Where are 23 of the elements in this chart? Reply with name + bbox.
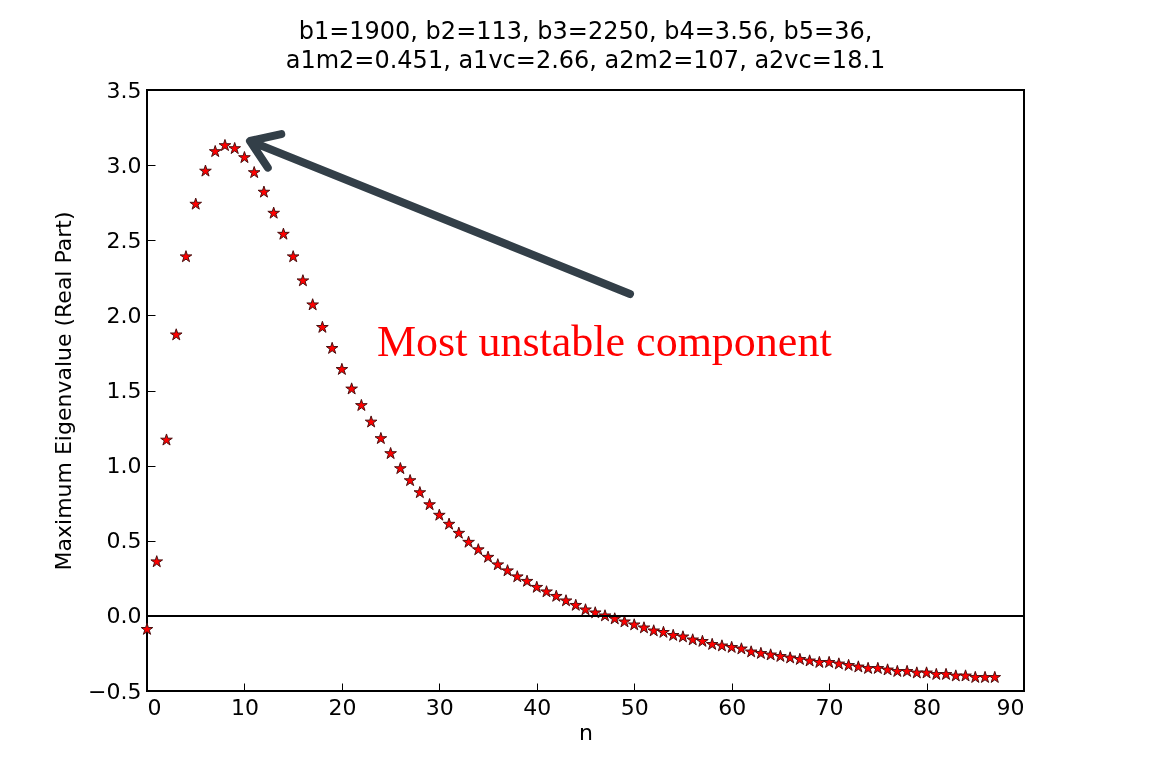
chart-title: b1=1900, b2=113, b3=2250, b4=3.56, b5=36, a1m2=0.451, a1vc=2.66, a2m2=107, a2vc=18.1 <box>285 17 886 74</box>
y-tick-label: 2.0 <box>106 302 142 328</box>
y-tick-label: 2.5 <box>106 227 142 253</box>
x-axis-title: n <box>579 719 593 745</box>
y-axis-title: Maximum Eigenvalue (Real Part) <box>51 211 77 571</box>
x-tick-label: 20 <box>328 694 357 720</box>
x-tick-label: 10 <box>230 694 259 720</box>
x-tick-label: 80 <box>913 694 942 720</box>
y-tick-label: 0.0 <box>106 603 142 629</box>
x-tick-label: 0 <box>147 694 162 720</box>
y-tick-label: 1.0 <box>106 453 142 479</box>
y-tick-label: 1.5 <box>106 378 142 403</box>
annotation: Most unstable component <box>377 317 832 366</box>
y-tick-label: −0.5 <box>88 678 142 704</box>
x-tick-label: 50 <box>620 694 649 720</box>
y-tick-label: 3.0 <box>106 152 142 178</box>
x-tick-label: 30 <box>425 694 454 720</box>
y-tick-label: 3.5 <box>106 77 142 103</box>
x-tick-label: 40 <box>523 694 552 720</box>
x-tick-label: 90 <box>996 694 1025 720</box>
y-tick-label: 0.5 <box>106 528 142 554</box>
x-tick-label: 70 <box>815 694 844 720</box>
x-tick-label: 60 <box>718 694 747 720</box>
